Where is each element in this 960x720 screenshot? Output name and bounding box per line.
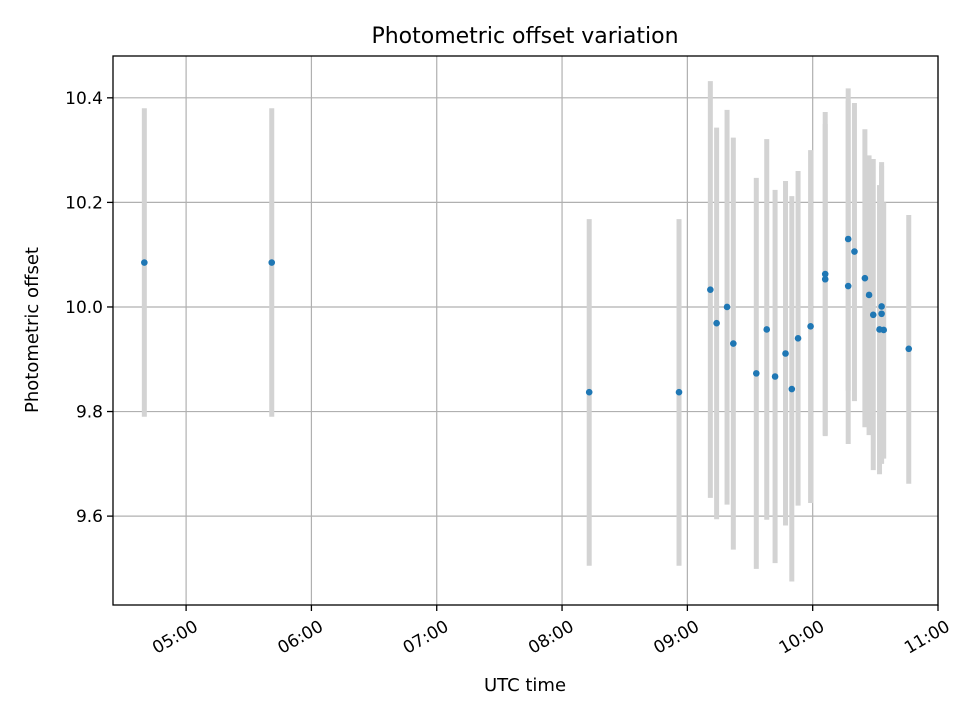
data-point — [141, 259, 148, 266]
data-point — [707, 286, 714, 294]
data-point — [821, 270, 829, 278]
y-tick-label: 9.8 — [76, 403, 103, 423]
data-point — [844, 235, 852, 243]
data-point — [851, 248, 858, 255]
data-point — [807, 323, 814, 330]
data-point — [905, 345, 913, 353]
data-point — [788, 385, 796, 393]
plot-frame — [112, 55, 939, 606]
x-tick-label: 06:00 — [274, 617, 326, 659]
data-point — [869, 311, 877, 319]
data-point — [821, 275, 829, 283]
data-points — [141, 235, 913, 396]
data-point — [794, 335, 802, 342]
data-point — [585, 388, 593, 396]
data-point — [844, 282, 852, 290]
x-axis-ticks: 05:00 06:00 07:00 08:00 09:00 10:00 11:00 — [149, 605, 954, 659]
y-tick-label: 10.4 — [65, 89, 103, 109]
data-point — [865, 291, 873, 299]
data-point — [878, 303, 885, 310]
error-bars — [141, 81, 912, 582]
data-point — [675, 388, 683, 396]
data-point — [880, 326, 887, 334]
y-axis-label: Photometric offset — [22, 247, 43, 413]
data-point — [771, 373, 779, 380]
data-point — [763, 326, 771, 333]
y-tick-label: 9.6 — [76, 507, 103, 527]
x-tick-label: 07:00 — [400, 617, 452, 659]
x-tick-label: 05:00 — [149, 617, 201, 659]
data-point — [730, 340, 737, 347]
x-tick-label: 08:00 — [525, 617, 577, 659]
x-tick-label: 09:00 — [650, 617, 702, 659]
data-point — [782, 350, 789, 357]
grid-lines — [113, 56, 939, 605]
data-point — [752, 370, 760, 377]
data-point — [268, 259, 276, 266]
data-point — [878, 310, 885, 318]
y-tick-label: 10.2 — [65, 193, 103, 213]
x-tick-label: 11:00 — [901, 617, 953, 659]
y-axis-ticks: 9.6 9.8 10.0 10.2 10.4 — [65, 89, 113, 527]
chart-title: Photometric offset variation — [371, 24, 678, 49]
data-point — [861, 274, 869, 282]
x-axis-label: UTC time — [484, 675, 566, 696]
x-tick-label: 10:00 — [776, 617, 828, 659]
y-tick-label: 10.0 — [65, 298, 103, 318]
data-point — [713, 319, 720, 327]
data-point — [723, 303, 731, 311]
